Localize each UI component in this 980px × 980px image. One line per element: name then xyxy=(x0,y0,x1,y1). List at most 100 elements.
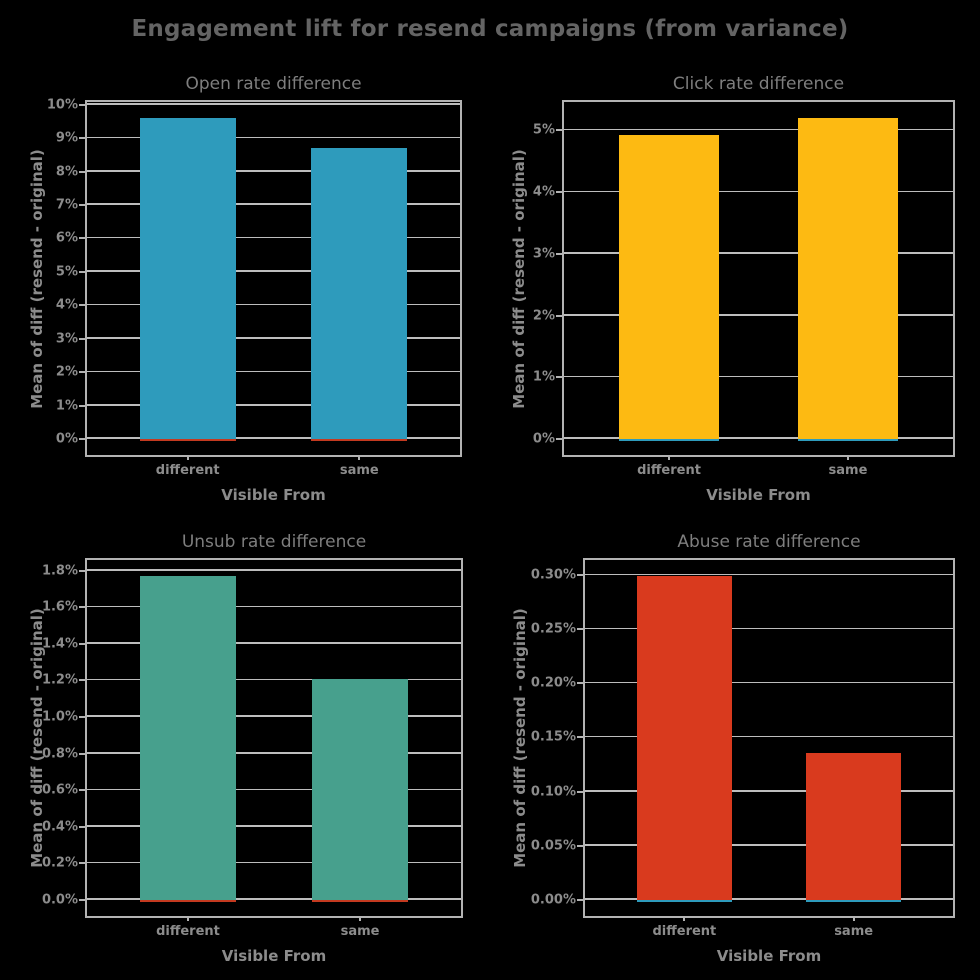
y-tick-label: 0.15% xyxy=(530,729,576,745)
y-tick-label: 0.00% xyxy=(530,892,576,908)
y-tick-mark xyxy=(79,237,85,240)
y-tick-label: 8% xyxy=(55,164,78,180)
gridline xyxy=(87,605,461,608)
y-tick-mark xyxy=(79,170,85,173)
gridline xyxy=(87,715,461,717)
gridline xyxy=(87,337,460,339)
gridline xyxy=(564,190,953,193)
y-tick-label: 0.10% xyxy=(530,784,576,800)
gridline xyxy=(87,678,461,681)
gridline xyxy=(564,128,953,131)
bar-different xyxy=(139,118,237,441)
y-tick-mark xyxy=(79,304,85,307)
gridline xyxy=(87,370,460,373)
y-tick-mark xyxy=(79,569,85,572)
x-tick-mark xyxy=(683,916,686,921)
y-tick-label: 0.4% xyxy=(41,819,78,835)
gridline xyxy=(585,790,953,792)
gridline xyxy=(87,236,460,239)
y-tick-label: 4% xyxy=(55,297,78,313)
y-tick-mark xyxy=(79,437,85,440)
y-tick-mark xyxy=(79,137,85,140)
y-axis-label: Mean of diff (resend - original) xyxy=(28,148,46,409)
y-tick-label: 6% xyxy=(55,230,78,246)
gridline xyxy=(564,252,953,254)
y-tick-mark xyxy=(577,574,583,577)
y-tick-label: 5% xyxy=(532,122,555,138)
y-tick-mark xyxy=(79,606,85,609)
gridline xyxy=(87,642,461,644)
y-tick-label: 0.20% xyxy=(530,675,576,691)
y-axis-label: Mean of diff (resend - original) xyxy=(28,608,46,868)
gridline xyxy=(87,404,460,406)
y-tick-label: 1.8% xyxy=(41,563,78,579)
x-tick-mark xyxy=(852,916,855,921)
y-tick-label: 10% xyxy=(46,97,78,113)
y-tick-label: 3% xyxy=(55,331,78,347)
y-tick-label: 4% xyxy=(532,184,555,200)
plot-area: 0% 1% 2% 3% 4% 5% different same xyxy=(533,100,955,477)
y-tick-mark xyxy=(79,752,85,755)
y-tick-label: 2% xyxy=(55,364,78,380)
bar-different xyxy=(636,576,732,902)
y-tick-mark xyxy=(79,103,85,106)
gridline xyxy=(87,788,461,791)
y-tick-mark xyxy=(577,736,583,739)
gridline xyxy=(585,735,953,738)
bar-same xyxy=(797,118,899,441)
x-tick-mark xyxy=(186,455,189,460)
subplot-title: Abuse rate difference xyxy=(677,532,861,552)
x-tick-mark xyxy=(668,455,671,460)
gridline xyxy=(585,844,953,846)
y-tick-label: 9% xyxy=(55,130,78,146)
y-tick-mark xyxy=(577,628,583,631)
y-axis-label: Mean of diff (resend - original) xyxy=(510,148,528,409)
bar-same xyxy=(311,148,408,441)
gridline xyxy=(87,103,460,105)
bar-same xyxy=(311,678,409,903)
x-tick-label: different xyxy=(652,924,717,939)
y-tick-mark xyxy=(577,898,583,901)
gridline xyxy=(87,898,461,900)
y-tick-mark xyxy=(79,642,85,645)
y-tick-label: 1% xyxy=(532,369,555,385)
gridline xyxy=(585,681,953,684)
y-tick-label: 3% xyxy=(532,246,555,262)
x-tick-label: same xyxy=(828,463,868,478)
x-axis-label: Visible From xyxy=(706,486,811,504)
y-tick-mark xyxy=(79,404,85,407)
gridline xyxy=(87,170,460,172)
plot-area: 0.00% 0.05% 0.10% 0.15% 0.20% 0.25% 0.30% diffe… xyxy=(531,558,955,938)
bar-different xyxy=(139,576,237,902)
gridline xyxy=(87,825,461,827)
figure-title: Engagement lift for resend campaigns (fr… xyxy=(131,16,849,42)
subplot-title: Click rate difference xyxy=(672,74,845,94)
gridline xyxy=(87,752,461,754)
x-tick-mark xyxy=(358,455,361,460)
y-tick-label: 1.0% xyxy=(41,709,78,725)
subplot-title: Open rate difference xyxy=(185,74,362,94)
gridline xyxy=(87,136,460,139)
y-tick-label: 0.6% xyxy=(41,782,78,798)
gridline xyxy=(87,569,461,571)
gridline xyxy=(87,270,460,272)
y-axis-label: Mean of diff (resend - original) xyxy=(511,608,529,868)
y-tick-mark xyxy=(79,270,85,273)
plot-area: 0.0% 0.2% 0.4% 0.6% 0.8% 1.0% 1.2% 1.4% 1.6% 1.8%… xyxy=(42,558,463,938)
x-axis-label: Visible From xyxy=(221,486,326,504)
y-tick-mark xyxy=(79,789,85,792)
x-tick-label: same xyxy=(340,924,380,939)
y-tick-label: 0.25% xyxy=(530,621,576,637)
y-tick-label: 1.6% xyxy=(41,599,78,615)
y-tick-label: 1.4% xyxy=(41,636,78,652)
subplot-title: Unsub rate difference xyxy=(181,532,367,552)
bar-different xyxy=(618,134,720,442)
plot-area: 0% 1% 2% 3% 4% 5% 6% 7% 8% 9% 10% different same xyxy=(47,98,462,477)
y-tick-label: 0% xyxy=(55,431,78,447)
y-tick-label: 2% xyxy=(532,308,555,324)
y-tick-mark xyxy=(556,252,562,255)
x-tick-label: different xyxy=(155,463,220,478)
